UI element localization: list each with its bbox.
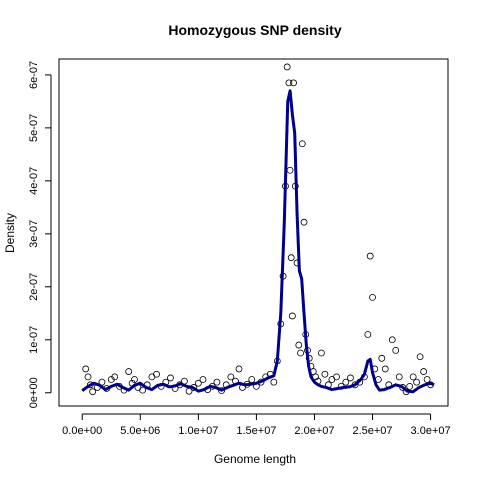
data-point	[218, 387, 225, 395]
data-point	[300, 218, 308, 226]
density-curve-group	[81, 89, 435, 394]
data-point	[416, 353, 424, 361]
data-point	[213, 378, 221, 386]
data-point	[82, 365, 90, 373]
data-point	[153, 370, 160, 378]
x-tick-label: 3.0e+07	[411, 425, 451, 437]
data-point	[290, 79, 297, 87]
data-point	[297, 349, 304, 357]
data-point	[287, 254, 295, 262]
data-point	[131, 376, 138, 383]
data-point	[111, 373, 119, 381]
data-point	[199, 376, 207, 383]
data-point	[248, 376, 256, 383]
data-point	[227, 373, 235, 381]
plot-frame	[58, 58, 449, 407]
data-point	[286, 166, 294, 174]
data-point	[288, 312, 296, 320]
data-point	[285, 79, 293, 87]
data-point	[333, 373, 340, 381]
data-point	[342, 378, 350, 386]
data-point	[381, 365, 389, 373]
density-curve	[81, 89, 435, 394]
x-tick-label: 5.0e+06	[120, 425, 160, 437]
data-point	[420, 368, 428, 375]
y-tick-label: 1e-07	[28, 326, 40, 354]
data-point	[283, 63, 291, 71]
y-axis-label: Density	[3, 213, 17, 253]
chart-title: Homozygous SNP density	[168, 22, 341, 38]
y-tick-label: 2e-07	[28, 273, 40, 301]
x-tick-label: 0.0e+00	[62, 425, 102, 437]
data-point	[295, 341, 303, 349]
data-point	[347, 374, 354, 382]
data-point	[378, 354, 386, 362]
data-point	[399, 384, 407, 391]
data-point	[423, 376, 431, 383]
x-tick-label: 1.0e+07	[178, 425, 218, 437]
y-tick-label: 4e-07	[28, 167, 40, 195]
data-point	[298, 140, 306, 148]
x-axis: 0.0e+00 5.0e+06 1.0e+07 1.5e+07 2.0e+07 2.5e+…	[62, 413, 451, 437]
data-point	[392, 346, 400, 354]
snp-points	[82, 63, 434, 396]
y-tick-label: 6e-07	[28, 61, 40, 89]
data-point	[364, 331, 372, 338]
data-point	[84, 373, 92, 381]
y-tick-label: 5e-07	[28, 114, 40, 142]
data-point	[98, 378, 106, 386]
data-point	[125, 368, 133, 375]
x-axis-label: Genome length	[214, 452, 296, 466]
data-point	[413, 378, 421, 386]
y-tick-label: 3e-07	[28, 220, 40, 248]
y-tick-label: 0e+00	[28, 377, 40, 408]
data-point	[318, 349, 325, 357]
data-point	[235, 365, 243, 373]
y-axis: 0e+00 1e-07 2e-07 3e-07 4e-07 5e-07 6e-07	[28, 61, 52, 408]
data-point	[369, 293, 376, 301]
data-point	[366, 252, 374, 260]
data-point	[388, 336, 396, 344]
x-tick-label: 2.0e+07	[294, 425, 334, 437]
x-tick-label: 2.5e+07	[352, 425, 392, 437]
data-point	[270, 378, 278, 386]
data-point	[395, 373, 403, 381]
data-point	[194, 379, 202, 387]
data-point	[321, 370, 329, 378]
data-point	[89, 388, 97, 396]
data-point	[167, 374, 174, 382]
data-point	[406, 382, 414, 390]
data-point	[409, 373, 417, 381]
x-tick-label: 1.5e+07	[236, 425, 276, 437]
data-point	[139, 386, 147, 394]
